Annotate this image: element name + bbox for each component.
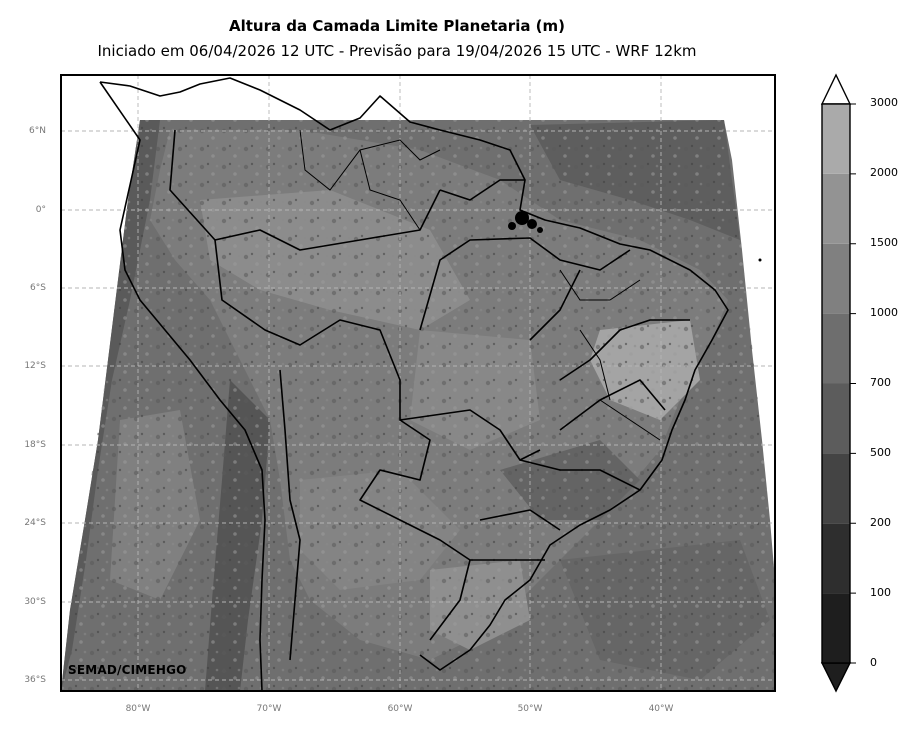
colorbar-tick-label: 3000 (870, 96, 898, 109)
colorbar-segment (822, 523, 850, 594)
colorbar-segment (822, 453, 850, 524)
lat-label: 36°S (24, 675, 46, 685)
lon-label: 80°W (125, 704, 151, 714)
lon-label: 70°W (256, 704, 282, 714)
lon-label: 60°W (387, 704, 413, 714)
colorbar-tick-label: 200 (870, 516, 891, 529)
colorbar-tick-label: 100 (870, 586, 891, 599)
country-borders (99, 77, 729, 691)
colorbar-segment (822, 313, 850, 384)
credit-label: SEMAD/CIMEHGO (68, 663, 187, 677)
colorbar-segment (822, 383, 850, 454)
colorbar-tick-label: 500 (870, 446, 891, 459)
lon-label: 50°W (517, 704, 543, 714)
colorbar-segment (822, 104, 850, 174)
lat-label: 6°S (30, 283, 46, 293)
colorbar-tick-label: 1500 (870, 236, 898, 249)
lat-label: 6°N (29, 126, 46, 136)
lat-label: 0° (35, 205, 46, 215)
lat-label: 12°S (24, 361, 46, 371)
colorbar-tick-label: 2000 (870, 166, 898, 179)
colorbar-min-extension (820, 662, 852, 693)
map-subtitle: Iniciado em 06/04/2026 12 UTC - Previsão… (97, 42, 697, 60)
lon-label: 40°W (648, 704, 674, 714)
island-cluster (508, 211, 762, 262)
colorbar-max-extension (820, 73, 852, 105)
colorbar-segment (822, 173, 850, 244)
colorbar-tick-label: 700 (870, 376, 891, 389)
map-title: Altura da Camada Limite Planetaria (m) (228, 17, 566, 35)
state-borders (299, 129, 661, 441)
map-frame (60, 74, 776, 692)
graticule (61, 75, 775, 691)
colorbar-segment (822, 593, 850, 663)
lat-label: 24°S (24, 518, 46, 528)
colorbar-segment (822, 243, 850, 314)
colorbar (820, 73, 856, 693)
colorbar-tick-label: 1000 (870, 306, 898, 319)
lat-label: 30°S (24, 597, 46, 607)
lat-label: 18°S (24, 440, 46, 450)
colorbar-tick-label: 0 (870, 656, 877, 669)
